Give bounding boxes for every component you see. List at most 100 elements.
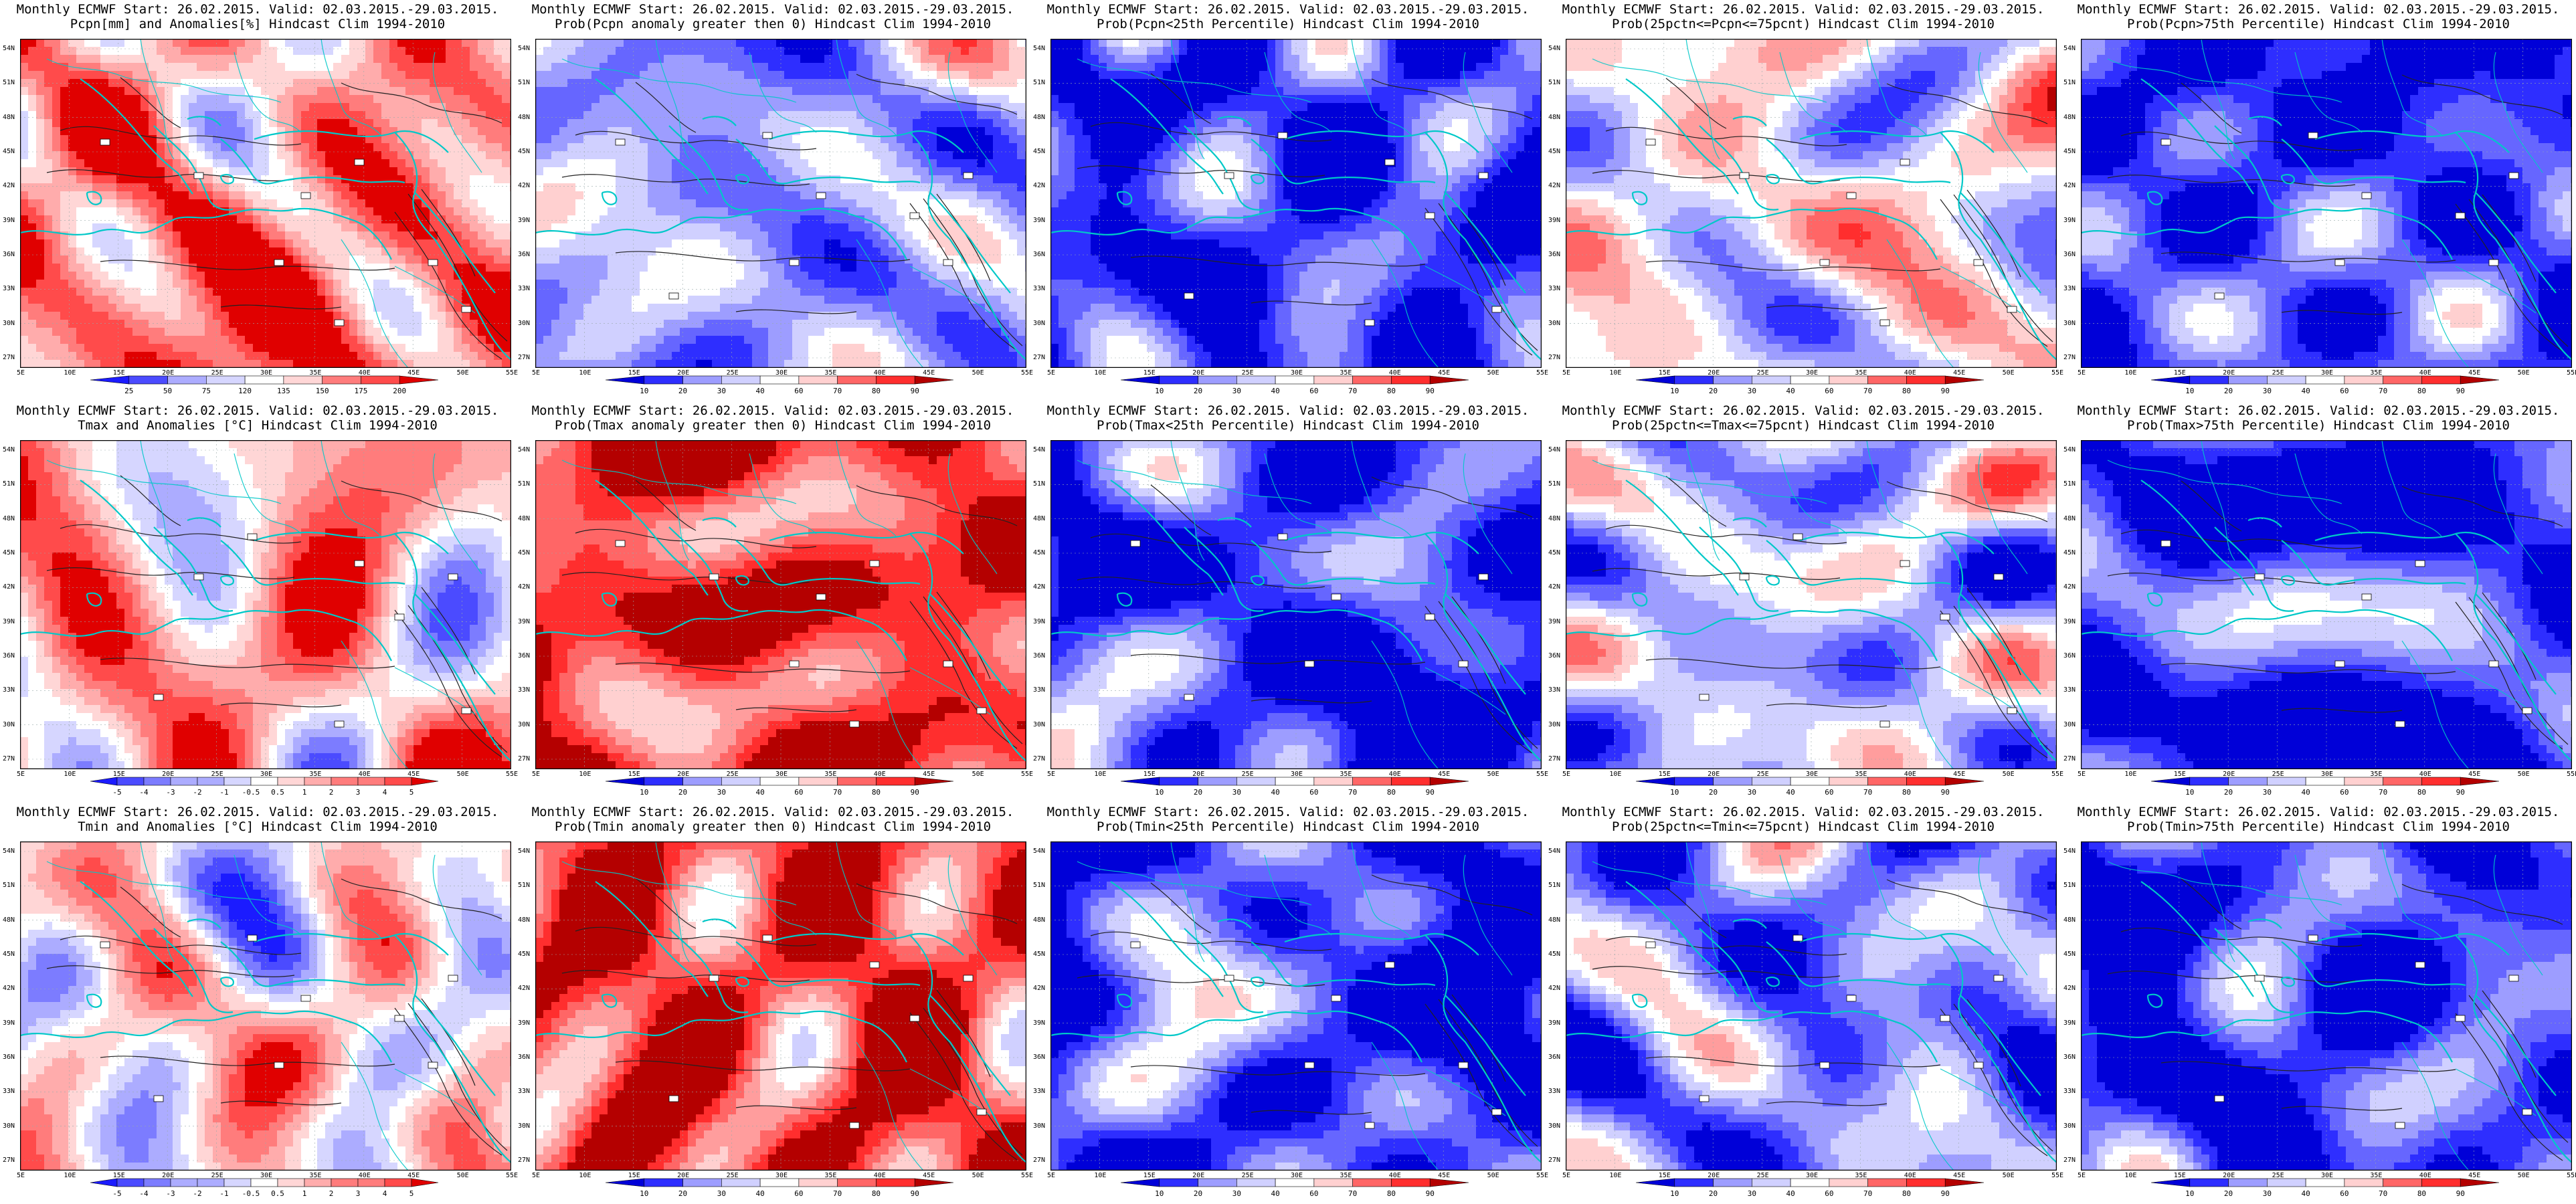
colorbar-segment <box>2383 375 2422 385</box>
lat-tick-label: 39N <box>518 217 530 224</box>
colorbar-segment <box>2383 1178 2422 1187</box>
colorbar-tick-label: 30 <box>1232 387 1241 395</box>
contour-value-tags <box>153 533 472 728</box>
lat-tick-label: 48N <box>2063 515 2076 522</box>
coastlines <box>1566 78 2057 361</box>
lat-tick-label: 51N <box>518 882 530 889</box>
colorbar-segment <box>1674 777 1714 786</box>
colorbar-tick-label: 80 <box>872 788 881 797</box>
lon-tick-label: 20E <box>676 1172 691 1179</box>
graticule <box>1566 39 2057 368</box>
lon-tick-label: 55E <box>1535 1172 1550 1179</box>
colorbar-tick-label: 3 <box>356 1189 361 1198</box>
colorbar-tick-label: 20 <box>678 387 687 395</box>
lon-tick-label: 35E <box>823 771 838 778</box>
colorbar-segment <box>1790 1178 1830 1187</box>
lat-tick-label: 36N <box>1548 251 1560 258</box>
lat-tick-label: 33N <box>2063 285 2076 292</box>
colorbar-segment <box>143 777 171 786</box>
colorbar-tick-label: -2 <box>193 788 201 797</box>
colorbar-segment <box>2305 1178 2345 1187</box>
lat-tick-label: 54N <box>2063 847 2076 855</box>
panel-title-line2: Prob(Tmin<25th Percentile) Hindcast Clim… <box>1030 819 1546 834</box>
colorbar-segment <box>1275 375 1315 385</box>
lon-tick-label: 55E <box>1535 771 1550 778</box>
colorbar-tick-label: 10 <box>640 387 648 395</box>
forecast-map <box>1050 440 1542 769</box>
colorbar-tick-label: 175 <box>355 387 368 395</box>
lat-tick-label: 42N <box>1548 182 1560 189</box>
colorbar-segment <box>1713 375 1752 385</box>
graticule <box>2081 841 2572 1171</box>
lat-tick-label: 54N <box>3 446 15 454</box>
panel-title-line2: Prob(Pcpn>75th Percentile) Hindcast Clim… <box>2061 17 2576 31</box>
colorbar-segment <box>1391 1178 1431 1187</box>
contour-lines <box>1077 476 1538 754</box>
lat-tick-label: 27N <box>3 755 15 763</box>
colorbar-segment <box>644 1178 683 1187</box>
colorbar-tick-label: 80 <box>872 1189 881 1198</box>
panel-title-line1: Monthly ECMWF Start: 26.02.2015. Valid: … <box>1030 2 1546 17</box>
coastlines <box>1566 881 2057 1163</box>
anomaly-field <box>535 841 1026 1171</box>
lat-tick-label: 39N <box>1548 217 1560 224</box>
contour-lines <box>561 480 1023 749</box>
lat-tick-label: 30N <box>2063 320 2076 327</box>
panel-title-line2: Prob(Tmax anomaly greater then 0) Hindca… <box>515 418 1030 433</box>
colorbar: 10 20 30 40 60 70 80 90 <box>1635 375 1985 395</box>
colorbar: 10 20 30 40 60 70 80 90 <box>605 777 954 797</box>
lon-tick-label: 10E <box>2123 771 2138 778</box>
lon-tick-label: 40E <box>872 771 887 778</box>
colorbar-tick-label: 20 <box>678 788 687 797</box>
colorbar-tick-label: -4 <box>139 788 149 797</box>
colorbar-segment <box>1752 375 1791 385</box>
lat-tick-label: 54N <box>1033 847 1045 855</box>
colorbar-tick-label: 40 <box>1271 387 1279 395</box>
lon-tick-label: 15E <box>112 1172 126 1179</box>
colorbar-tick-label: 70 <box>833 1189 842 1198</box>
colorbar-tick-label: 10 <box>2185 788 2194 797</box>
colorbar-segment <box>143 1178 171 1187</box>
colorbar-segment <box>283 375 323 385</box>
lat-tick-label: 27N <box>3 1157 15 1164</box>
colorbar-tick-label: 60 <box>794 788 803 797</box>
lat-tick-label: 33N <box>518 686 530 694</box>
lon-tick-label: 50E <box>2001 369 2016 377</box>
lat-tick-label: 33N <box>1033 1088 1045 1095</box>
lat-tick-label: 45N <box>1033 950 1045 958</box>
colorbar-segment <box>1635 375 1675 385</box>
contour-value-tags <box>668 934 987 1129</box>
contour-lines <box>1077 874 1538 1152</box>
lat-tick-label: 33N <box>3 285 15 292</box>
colorbar: 10 20 30 40 60 70 80 90 <box>2150 777 2500 797</box>
colorbar-tick-label: 70 <box>1348 788 1357 797</box>
colorbar-segment <box>1944 777 1985 786</box>
map-panel: Monthly ECMWF Start: 26.02.2015. Valid: … <box>0 401 518 803</box>
colorbar-segment <box>2344 1178 2383 1187</box>
lon-tick-label: 10E <box>62 369 77 377</box>
colorbar-segment <box>759 777 800 786</box>
colorbar-tick-label: -3 <box>166 788 175 797</box>
colorbar-tick-label: 70 <box>2379 788 2387 797</box>
lon-tick-label: 40E <box>357 1172 372 1179</box>
lat-tick-label: 27N <box>1033 755 1045 763</box>
lat-tick-label: 39N <box>518 618 530 625</box>
colorbar-segment <box>837 1178 877 1187</box>
lat-tick-label: 33N <box>1033 686 1045 694</box>
lon-tick-label: 45E <box>1952 1172 1966 1179</box>
contour-value-tags <box>615 540 987 728</box>
colorbar-tick-label: -3 <box>166 1189 175 1198</box>
panel-title-line1: Monthly ECMWF Start: 26.02.2015. Valid: … <box>2061 2 2576 17</box>
panel-title-line1: Monthly ECMWF Start: 26.02.2015. Valid: … <box>1546 403 2061 418</box>
colorbar: -5 -4 -3 -2 -1 -0.5 0.5 1 2 3 4 5 <box>90 1178 439 1198</box>
map-panel: Monthly ECMWF Start: 26.02.2015. Valid: … <box>1030 401 1548 803</box>
map-frame <box>20 39 511 368</box>
lat-tick-label: 33N <box>2063 686 2076 694</box>
lat-tick-label: 30N <box>2063 1122 2076 1130</box>
lon-tick-label: 15E <box>1142 1172 1157 1179</box>
lat-tick-label: 33N <box>518 285 530 292</box>
lon-tick-label: 10E <box>62 771 77 778</box>
colorbar-tick-label: 40 <box>755 1189 764 1198</box>
forecast-map <box>2081 39 2572 368</box>
colorbar-segment <box>1120 777 1160 786</box>
